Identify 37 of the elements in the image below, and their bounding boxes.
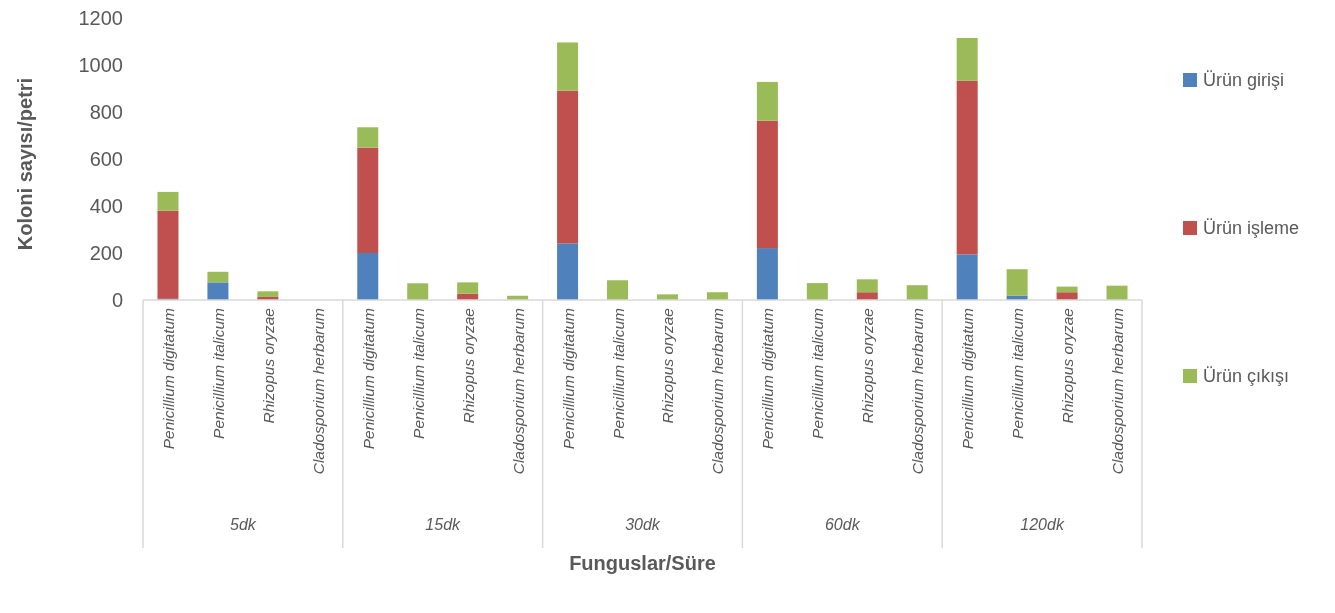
x-tick-label: Penicillium italicum xyxy=(809,307,827,439)
x-tick-label: Cladosporium herbarum xyxy=(1109,307,1127,475)
y-tick-label: 400 xyxy=(89,195,123,217)
x-tick-label: Penicillium digitatum xyxy=(759,307,777,450)
x-tick-label: Penicillium italicum xyxy=(1009,307,1027,439)
x-tick-label: Rhizopus oryzae xyxy=(859,307,877,424)
x-tick-label: Rhizopus oryzae xyxy=(659,307,677,424)
x-tick-label: Rhizopus oryzae xyxy=(1059,307,1077,424)
text: 15dk xyxy=(425,516,462,533)
text: 120dk xyxy=(1020,516,1065,533)
y-tick-label: 800 xyxy=(89,101,123,123)
x-tick-label: Rhizopus oryzae xyxy=(259,307,277,424)
x-tick-label: Penicillium digitatum xyxy=(959,307,977,450)
x-tick-label: Penicillium digitatum xyxy=(359,307,377,450)
text: 60dk xyxy=(824,516,861,533)
x-tick-label: Penicillium italicum xyxy=(409,307,427,439)
legend-label: Ürün işleme xyxy=(1203,218,1300,239)
legend-label: Ürün girişi xyxy=(1203,70,1285,91)
legend-label: Ürün çıkışı xyxy=(1203,366,1290,387)
y-tick-label: 200 xyxy=(89,242,123,264)
x-tick-label: Cladosporium herbarum xyxy=(309,307,327,475)
x-tick-label: Cladosporium herbarum xyxy=(709,307,727,475)
x-tick-label: Penicillium italicum xyxy=(609,307,627,439)
y-tick-label: 1200 xyxy=(78,7,123,29)
y-axis-title: Koloni sayısı/petri xyxy=(14,77,36,251)
x-tick-label: Penicillium digitatum xyxy=(159,307,177,450)
y-tick-label: 0 xyxy=(111,289,123,311)
text: 5dk xyxy=(230,516,257,533)
y-tick-label: 600 xyxy=(89,148,123,170)
x-tick-label: Penicillium italicum xyxy=(209,307,227,439)
x-tick-label: Penicillium digitatum xyxy=(559,307,577,450)
x-tick-label: Rhizopus oryzae xyxy=(459,307,477,424)
x-tick-label: Cladosporium herbarum xyxy=(509,307,527,475)
text: 30dk xyxy=(625,516,661,533)
x-tick-label: Cladosporium herbarum xyxy=(909,307,927,475)
x-axis-title: Funguslar/Süre xyxy=(569,552,716,574)
y-tick-label: 1000 xyxy=(78,54,123,76)
